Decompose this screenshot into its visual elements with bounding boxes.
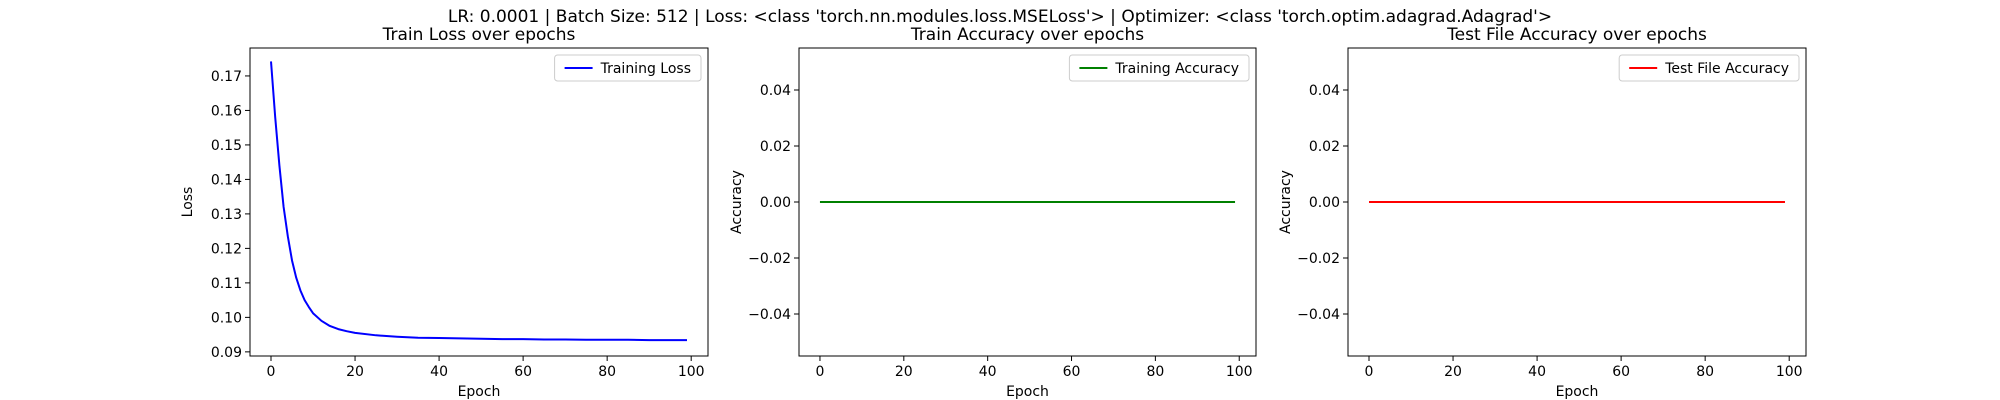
- train-loss-axes-frame: [249, 47, 709, 357]
- train-accuracy-xlabel: Epoch: [1006, 384, 1049, 400]
- train-accuracy-title: Train Accuracy over epochs: [910, 25, 1144, 45]
- train-loss-xtick-label: 0: [267, 364, 276, 380]
- train-loss-ytick-label: 0.14: [211, 172, 242, 188]
- test-accuracy-ytick-label: −0.02: [1297, 251, 1340, 267]
- train-loss-ytick-label: 0.11: [211, 276, 242, 292]
- train-loss-series-line: [270, 61, 687, 342]
- test-accuracy-ytick-label: 0.00: [1309, 195, 1340, 211]
- train-accuracy-ytick-label: 0.04: [760, 83, 791, 99]
- test-accuracy-ytick-label: 0.02: [1309, 139, 1340, 155]
- train-accuracy-ylabel: Accuracy: [729, 170, 745, 234]
- train-accuracy-ytick-label: 0.02: [760, 139, 791, 155]
- train-loss-title: Train Loss over epochs: [382, 25, 576, 45]
- train-accuracy-xtick-label: 40: [979, 364, 997, 380]
- test-accuracy-xtick-label: 80: [1696, 364, 1714, 380]
- test-accuracy-xtick-label: 0: [1365, 364, 1374, 380]
- train-loss-xtick-label: 20: [346, 364, 364, 380]
- test-accuracy-ylabel: Accuracy: [1278, 170, 1294, 234]
- subplots: Train Loss over epochs 0 20 40 60 80 100 0.09 0.…: [180, 25, 1807, 400]
- test-accuracy-xlabel: Epoch: [1556, 384, 1599, 400]
- train-loss-xtick-label: 100: [678, 364, 705, 380]
- train-loss-xtick-label: 80: [598, 364, 616, 380]
- train-accuracy-legend-frame: [1068, 54, 1250, 82]
- train-loss-ytick-label: 0.10: [211, 310, 242, 326]
- train-accuracy-xtick-label: 60: [1063, 364, 1081, 380]
- train-loss-ytick-label: 0.09: [211, 345, 242, 361]
- train-loss-xtick-label: 40: [430, 364, 448, 380]
- train-accuracy-ytick-label: −0.04: [748, 307, 791, 323]
- train-loss-legend-label: Training Loss: [600, 61, 691, 77]
- test-accuracy-ytick-label: −0.04: [1297, 307, 1340, 323]
- train-loss-legend: Training Loss: [554, 54, 702, 82]
- train-loss-xtick-label: 60: [514, 364, 532, 380]
- train-accuracy-ytick-label: 0.00: [760, 195, 791, 211]
- subplot-train-accuracy: Train Accuracy over epochs 0 20 40 60 80 100 −0…: [729, 25, 1257, 400]
- test-accuracy-title: Test File Accuracy over epochs: [1446, 25, 1707, 45]
- train-accuracy-legend: Training Accuracy: [1068, 54, 1250, 82]
- train-accuracy-xtick-label: 80: [1146, 364, 1164, 380]
- test-accuracy-ytick-label: 0.04: [1309, 83, 1340, 99]
- train-accuracy-axes-frame: [798, 47, 1257, 357]
- subplot-test-accuracy: Test File Accuracy over epochs 0 20 40 60 80 1…: [1278, 25, 1807, 400]
- test-accuracy-legend-label: Test File Accuracy: [1664, 61, 1789, 77]
- test-accuracy-legend: Test File Accuracy: [1618, 54, 1800, 82]
- train-loss-ytick-label: 0.15: [211, 138, 242, 154]
- train-loss-xlabel: Epoch: [458, 384, 501, 400]
- test-accuracy-axes-frame: [1347, 47, 1807, 357]
- train-loss-ytick-label: 0.13: [211, 207, 242, 223]
- train-accuracy-legend-label: Training Accuracy: [1114, 61, 1239, 77]
- test-accuracy-xtick-label: 20: [1444, 364, 1462, 380]
- train-accuracy-xtick-label: 100: [1226, 364, 1253, 380]
- test-accuracy-xtick-label: 40: [1528, 364, 1546, 380]
- train-accuracy-ytick-label: −0.02: [748, 251, 791, 267]
- test-accuracy-xtick-label: 60: [1612, 364, 1630, 380]
- test-accuracy-legend-frame: [1618, 54, 1800, 82]
- train-loss-ytick-label: 0.16: [211, 103, 242, 119]
- figure-suptitle: LR: 0.0001 | Batch Size: 512 | Loss: <cl…: [448, 7, 1552, 27]
- train-loss-ytick-label: 0.17: [211, 69, 242, 85]
- train-loss-ylabel: Loss: [180, 187, 196, 218]
- train-accuracy-xtick-label: 20: [895, 364, 913, 380]
- train-accuracy-xtick-label: 0: [816, 364, 825, 380]
- train-loss-ytick-label: 0.12: [211, 241, 242, 257]
- train-loss-legend-frame: [554, 54, 702, 82]
- subplot-train-loss: Train Loss over epochs 0 20 40 60 80 100 0.09 0.…: [180, 25, 709, 400]
- test-accuracy-xtick-label: 100: [1776, 364, 1803, 380]
